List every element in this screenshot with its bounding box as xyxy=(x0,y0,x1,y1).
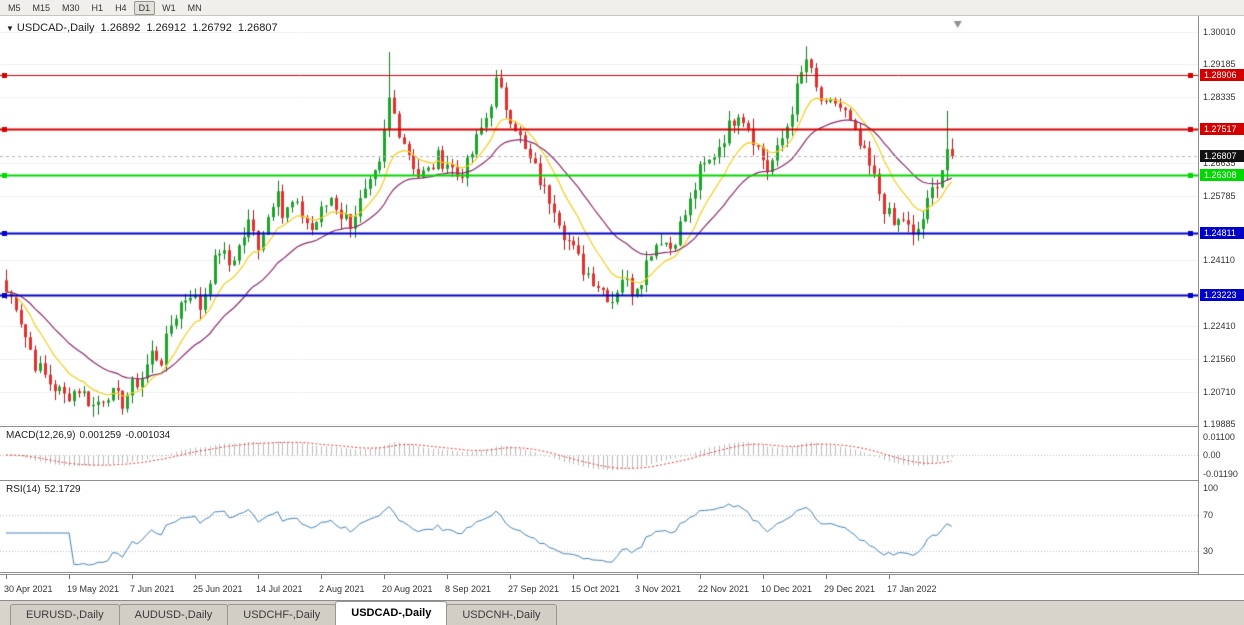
time-axis-label: 17 Jan 2022 xyxy=(887,584,937,594)
rsi-label: RSI(14) 52.1729 xyxy=(6,484,85,495)
time-axis-tick xyxy=(6,575,7,579)
price-axis-label: 1.30010 xyxy=(1203,27,1236,37)
ohlc-high: 1.26912 xyxy=(146,22,187,34)
time-axis-label: 25 Jun 2021 xyxy=(193,584,243,594)
time-axis-tick xyxy=(132,575,133,579)
chart-tab-bar: EURUSD-,Daily AUDUSD-,Daily USDCHF-,Daily U… xyxy=(0,600,1244,625)
macd-main-value: 0.001259 xyxy=(79,430,122,441)
hline-price-badge: 1.27517 xyxy=(1200,122,1244,135)
chart-title: ▼ USDCAD-,Daily 1.26892 1.26912 1.26792 1.268… xyxy=(6,22,278,34)
time-axis-tick xyxy=(384,575,385,579)
rsi-axis-label: 70 xyxy=(1203,510,1214,520)
time-axis-label: 15 Oct 2021 xyxy=(571,584,621,594)
timeframe-button-w1[interactable]: W1 xyxy=(157,1,181,15)
time-axis-tick xyxy=(258,575,259,579)
time-axis-label: 2 Aug 2021 xyxy=(319,584,365,594)
rsi-axis-label: 30 xyxy=(1203,546,1214,556)
timeframe-button-mn[interactable]: MN xyxy=(183,1,207,15)
price-axis-label: 1.28335 xyxy=(1203,91,1236,102)
time-axis-label: 22 Nov 2021 xyxy=(698,584,750,594)
time-axis-tick xyxy=(69,575,70,579)
macd-label: MACD(12,26,9) 0.001259 -0.001034 xyxy=(6,430,174,441)
chart-tab-usdchf-daily[interactable]: USDCHF-,Daily xyxy=(227,604,337,625)
time-axis-tick xyxy=(637,575,638,579)
chart-tab-usdcnh-daily[interactable]: USDCNH-,Daily xyxy=(446,604,557,625)
rsi-name: RSI(14) xyxy=(6,484,41,495)
price-axis-label: 1.26635 xyxy=(1203,157,1236,168)
price-axis-label: 1.20710 xyxy=(1203,387,1236,398)
hline-price-badge: 1.24811 xyxy=(1200,227,1244,240)
timeframe-button-h4[interactable]: H4 xyxy=(110,1,132,15)
price-axis-label: 1.21560 xyxy=(1203,354,1236,365)
time-axis-tick xyxy=(763,575,764,579)
time-axis-label: 29 Dec 2021 xyxy=(824,584,876,594)
timeframe-button-m15[interactable]: M15 xyxy=(28,1,56,15)
time-axis-tick xyxy=(195,575,196,579)
timeframe-toolbar: M5 M15 M30 H1 H4 D1 W1 MN xyxy=(0,0,1244,16)
timeframe-button-d1[interactable]: D1 xyxy=(133,0,156,15)
time-axis-label: 19 May 2021 xyxy=(67,584,120,594)
rsi-canvas[interactable] xyxy=(0,482,1198,572)
macd-pane: MACD(12,26,9) 0.001259 -0.001034 xyxy=(0,428,1198,480)
timeframe-button-h1[interactable]: H1 xyxy=(87,1,109,15)
time-axis-tick xyxy=(447,575,448,579)
price-axis-label: 1.29185 xyxy=(1203,58,1236,69)
hline-price-badge: 1.23223 xyxy=(1200,288,1244,301)
chart-tab-eurusd-daily[interactable]: EURUSD-,Daily xyxy=(10,604,120,625)
macd-signal-value: -0.001034 xyxy=(125,430,171,441)
price-chart-canvas[interactable] xyxy=(0,16,1198,426)
ohlc-open: 1.26892 xyxy=(100,22,141,34)
rsi-value: 52.1729 xyxy=(44,484,81,495)
time-axis[interactable]: 30 Apr 2021 19 May 2021 7 Jun 2021 25 Jun 2… xyxy=(0,574,1244,600)
price-axis[interactable]: 1.30010 1.29185 1.28335 1.26635 1.25785 1.241… xyxy=(1198,16,1244,574)
price-axis-label: 1.24110 xyxy=(1203,255,1235,266)
hline-price-badge: 1.26308 xyxy=(1200,169,1244,182)
time-axis-tick xyxy=(510,575,511,579)
macd-axis-label: -0.01190 xyxy=(1203,469,1238,480)
price-axis-label: 1.19885 xyxy=(1203,419,1236,429)
time-axis-label: 14 Jul 2021 xyxy=(256,584,303,594)
time-axis-label: 27 Sep 2021 xyxy=(508,584,560,594)
current-price-badge: 1.26807 xyxy=(1200,150,1244,162)
chart-symbol-period: USDCAD-,Daily xyxy=(16,22,95,34)
time-axis-tick xyxy=(889,575,890,579)
hline-price-badge: 1.28906 xyxy=(1200,68,1244,81)
time-axis-label: 3 Nov 2021 xyxy=(635,584,682,594)
timeframe-button-m5[interactable]: M5 xyxy=(3,1,26,15)
time-axis-label: 20 Aug 2021 xyxy=(382,584,433,594)
chart-tab-audusd-daily[interactable]: AUDUSD-,Daily xyxy=(118,604,229,625)
chart-collapse-icon[interactable]: ▼ xyxy=(6,24,14,33)
ohlc-close: 1.26807 xyxy=(237,22,278,34)
macd-canvas[interactable] xyxy=(0,428,1198,480)
ohlc-low: 1.26792 xyxy=(192,22,232,34)
pane-separator[interactable] xyxy=(0,426,1244,428)
time-axis-tick xyxy=(321,575,322,579)
time-axis-tick xyxy=(700,575,701,579)
timeframe-button-m30[interactable]: M30 xyxy=(57,1,85,15)
macd-axis-label: 0.01100 xyxy=(1203,432,1235,443)
pane-separator[interactable] xyxy=(0,572,1244,574)
price-axis-label: 1.25785 xyxy=(1203,190,1236,201)
macd-axis-label: 0.00 xyxy=(1203,450,1221,460)
price-axis-label: 1.22410 xyxy=(1203,321,1236,332)
time-axis-tick xyxy=(826,575,827,579)
time-axis-label: 7 Jun 2021 xyxy=(130,584,175,594)
time-axis-label: 30 Apr 2021 xyxy=(4,584,53,594)
rsi-pane: RSI(14) 52.1729 xyxy=(0,482,1198,572)
time-axis-tick xyxy=(573,575,574,579)
pane-separator[interactable] xyxy=(0,480,1244,482)
chart-tab-usdcad-daily[interactable]: USDCAD-,Daily xyxy=(335,601,448,625)
time-axis-label: 8 Sep 2021 xyxy=(445,584,492,594)
time-axis-label: 10 Dec 2021 xyxy=(761,584,813,594)
macd-name: MACD(12,26,9) xyxy=(6,430,76,441)
chart-window: ▼ USDCAD-,Daily 1.26892 1.26912 1.26792 1.268… xyxy=(0,16,1244,600)
rsi-axis-label: 100 xyxy=(1203,483,1219,493)
